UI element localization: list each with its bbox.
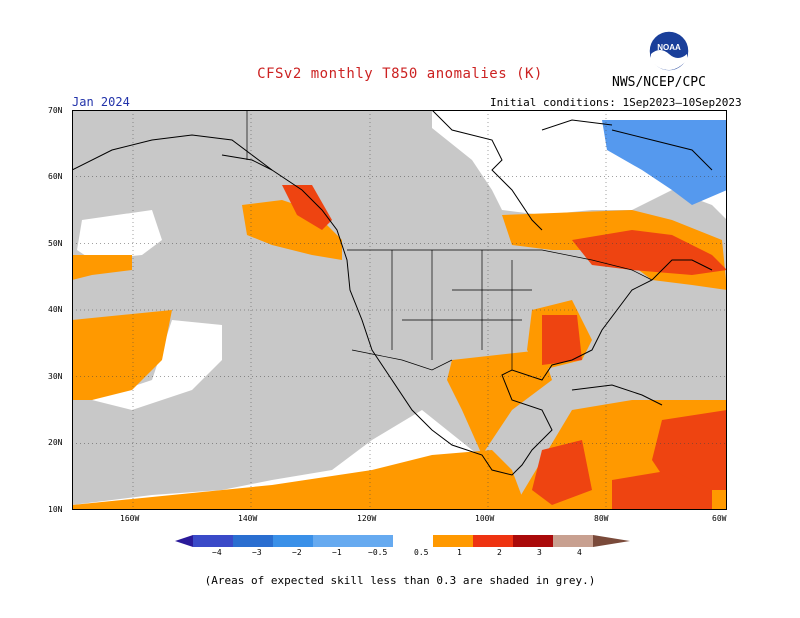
skill-footnote: (Areas of expected skill less than 0.3 a…: [204, 574, 596, 587]
map-frame: [72, 110, 727, 510]
agency-label: NWS/NCEP/CPC: [612, 75, 706, 90]
anomaly-map: [72, 110, 727, 510]
strong-warm-anomaly-regions: [282, 185, 727, 510]
initial-conditions: Initial conditions: 1Sep2023–10Sep2023: [490, 96, 742, 109]
colorbar-label: 0.5: [414, 548, 429, 557]
lat-label: 30N: [48, 372, 63, 381]
colorbar-label: −3: [252, 548, 262, 557]
graticule: [72, 110, 727, 510]
colorbar-label: −2: [292, 548, 302, 557]
lon-label: 140W: [238, 514, 258, 523]
colorbar-label: −1: [332, 548, 342, 557]
lon-label: 60W: [712, 514, 727, 523]
lat-label: 40N: [48, 305, 63, 314]
no-signal-areas: [77, 110, 612, 410]
lat-label: 60N: [48, 172, 63, 181]
cool-anomaly-region: [602, 120, 727, 205]
lat-label: 50N: [48, 239, 63, 248]
colorbar-label: 1: [457, 548, 462, 557]
forecast-month: Jan 2024: [72, 95, 130, 109]
lon-label: 120W: [357, 514, 377, 523]
colorbar-label: −4: [212, 548, 222, 557]
lon-label: 160W: [120, 514, 140, 523]
colorbar-label: −0.5: [368, 548, 388, 557]
chart-title: CFSv2 monthly T850 anomalies (K): [257, 66, 543, 82]
colorbar-label: 4: [577, 548, 582, 557]
lon-label: 80W: [594, 514, 609, 523]
noaa-logo: NOAA: [648, 30, 690, 72]
colorbar-label: 2: [497, 548, 502, 557]
lat-label: 20N: [48, 438, 63, 447]
lat-label: 10N: [48, 505, 63, 514]
borders: [246, 110, 653, 371]
lat-label: 70N: [48, 106, 63, 115]
colorbar-label: 3: [537, 548, 542, 557]
colorbar: [175, 535, 630, 547]
noaa-logo-text: NOAA: [657, 43, 681, 52]
lon-label: 100W: [475, 514, 495, 523]
coastlines: [72, 110, 713, 476]
